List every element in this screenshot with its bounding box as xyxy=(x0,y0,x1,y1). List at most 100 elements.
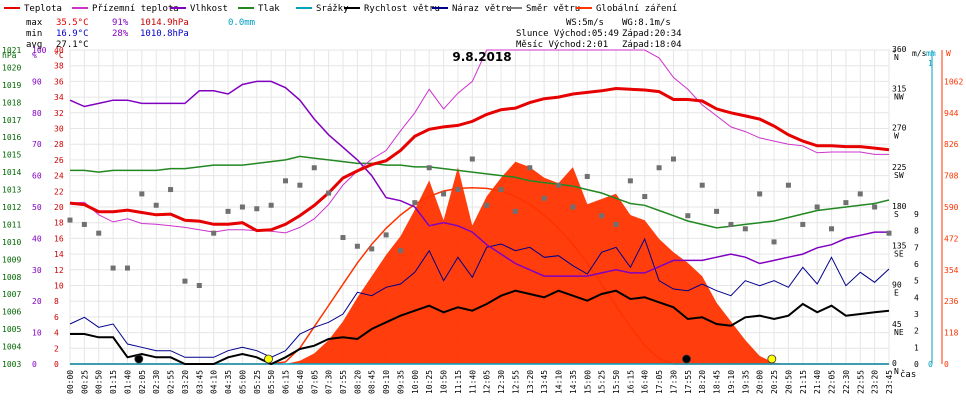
wind-direction-point xyxy=(814,204,820,210)
x-tick-label: 15:50 xyxy=(612,370,621,394)
humidity-axis-tick: 0 xyxy=(32,360,37,369)
direction-axis-label: N xyxy=(894,53,899,62)
wind-direction-point xyxy=(699,182,705,188)
x-tick-label: 01:40 xyxy=(123,370,132,394)
wind-direction-point xyxy=(872,204,878,210)
x-tick-label: 10:50 xyxy=(440,370,449,394)
temperature-axis-tick: 28 xyxy=(54,140,64,149)
x-tick-label: 23:45 xyxy=(885,370,894,394)
temperature-axis-tick: 40 xyxy=(54,46,64,55)
stats-max-press: 1014.9hPa xyxy=(140,18,189,28)
temperature-axis-tick: 22 xyxy=(54,187,64,196)
wind-direction-point xyxy=(541,195,547,201)
wind-direction-point xyxy=(613,221,619,227)
wind-axis-tick: 0 xyxy=(914,360,919,369)
x-tick-label: 22:55 xyxy=(856,370,865,394)
stats-avg-label: avg xyxy=(26,40,42,50)
wind-direction-point xyxy=(627,178,633,184)
temperature-axis-tick: 34 xyxy=(54,93,64,102)
x-tick-label: 19:10 xyxy=(727,370,736,394)
wind-direction-point xyxy=(527,165,533,171)
humidity-axis-tick: 100 xyxy=(32,46,47,55)
direction-axis-tick: 360 xyxy=(892,45,907,54)
wind-direction-point xyxy=(239,204,245,210)
x-tick-label: 09:10 xyxy=(382,370,391,394)
wind-direction-point xyxy=(656,165,662,171)
direction-axis-label: E xyxy=(894,289,899,298)
marker-0549 xyxy=(264,354,273,364)
wind-direction-point xyxy=(326,190,332,196)
astro-moon-set: Západ:18:04 xyxy=(622,40,682,50)
wind-direction-point xyxy=(254,206,260,212)
stats-max-temp: 35.5°C xyxy=(56,18,89,28)
x-tick-label: 13:45 xyxy=(540,370,549,394)
temperature-axis-tick: 12 xyxy=(54,266,64,275)
wind-axis-tick: 2 xyxy=(914,327,919,336)
stats-avg-temp: 27.1°C xyxy=(56,40,89,50)
wind-direction-point xyxy=(742,226,748,232)
x-tick-label: 04:10 xyxy=(210,370,219,394)
series-naraz-vetru xyxy=(69,237,890,358)
chart-title: 9.8.2018 xyxy=(452,50,511,64)
astro-ws: WS:5m/s xyxy=(566,18,604,28)
stats-min-label: min xyxy=(26,29,42,39)
x-tick-label: 10:00 xyxy=(411,370,420,394)
humidity-axis-tick: 20 xyxy=(32,297,42,306)
x-tick-label: 16:40 xyxy=(641,370,650,394)
wind-direction-point xyxy=(369,246,375,252)
radiation-axis-tick: 1062 xyxy=(944,77,963,86)
wind-direction-point xyxy=(225,208,231,214)
temperature-axis-unit: °C xyxy=(54,51,64,60)
radiation-axis-unit: W xyxy=(946,49,951,58)
pressure-axis-tick: 1009 xyxy=(2,255,21,264)
x-tick-label: 03:45 xyxy=(195,370,204,394)
wind-axis-tick: 7 xyxy=(914,243,919,252)
rain-axis-tick: 1 xyxy=(928,59,933,68)
direction-axis-tick: 135 xyxy=(892,241,907,250)
radiation-axis-tick: 472 xyxy=(944,234,959,243)
x-tick-label: 11:15 xyxy=(454,370,463,394)
wind-direction-point xyxy=(297,182,303,188)
pressure-axis-tick: 1014 xyxy=(2,168,21,177)
series-teplota xyxy=(69,86,890,233)
wind-direction-point xyxy=(829,226,835,232)
humidity-axis-tick: 30 xyxy=(32,266,42,275)
x-tick-label: 15:00 xyxy=(583,370,592,394)
x-tick-label: 13:20 xyxy=(526,370,535,394)
marker-2034 xyxy=(767,354,777,364)
x-tick-label: 05:00 xyxy=(238,370,247,394)
direction-axis-label: NE xyxy=(894,328,904,337)
humidity-axis-tick: 50 xyxy=(32,203,42,212)
wind-direction-point xyxy=(182,278,188,284)
temperature-axis-tick: 36 xyxy=(54,77,64,86)
pressure-axis-tick: 1004 xyxy=(2,343,21,352)
x-tick-label: 21:15 xyxy=(799,370,808,394)
wind-direction-point xyxy=(886,230,892,236)
x-tick-label: 18:45 xyxy=(713,370,722,394)
x-tick-label: 12:05 xyxy=(483,370,492,394)
wind-direction-point xyxy=(512,208,518,214)
pressure-axis-tick: 1020 xyxy=(2,63,21,72)
wind-direction-point xyxy=(570,204,576,210)
direction-axis-tick: 45 xyxy=(892,320,902,329)
stats-max-hum: 91% xyxy=(112,18,129,28)
x-tick-label: 20:25 xyxy=(770,370,779,394)
legend-label: Náraz větru xyxy=(452,4,512,14)
astro-sun-set: Západ:20:34 xyxy=(622,29,682,39)
x-tick-label: 11:40 xyxy=(468,370,477,394)
astro-sun: Slunce Východ:05:49 xyxy=(516,29,619,39)
wind-direction-point xyxy=(139,191,145,197)
x-tick-label: 14:10 xyxy=(555,370,564,394)
x-tick-label: 02:30 xyxy=(152,370,161,394)
x-tick-label: 07:05 xyxy=(310,370,319,394)
legend-label: Tlak xyxy=(258,4,280,14)
wind-direction-point xyxy=(383,232,389,238)
radiation-axis-tick: 590 xyxy=(944,203,959,212)
x-tick-label: 03:20 xyxy=(181,370,190,394)
pressure-axis-tick: 1019 xyxy=(2,81,21,90)
wind-direction-point xyxy=(211,230,217,236)
direction-axis-unit: ° xyxy=(892,49,897,58)
series-vlhkost xyxy=(69,80,889,277)
wind-axis-tick: 3 xyxy=(914,310,919,319)
x-tick-label: 20:00 xyxy=(756,370,765,394)
